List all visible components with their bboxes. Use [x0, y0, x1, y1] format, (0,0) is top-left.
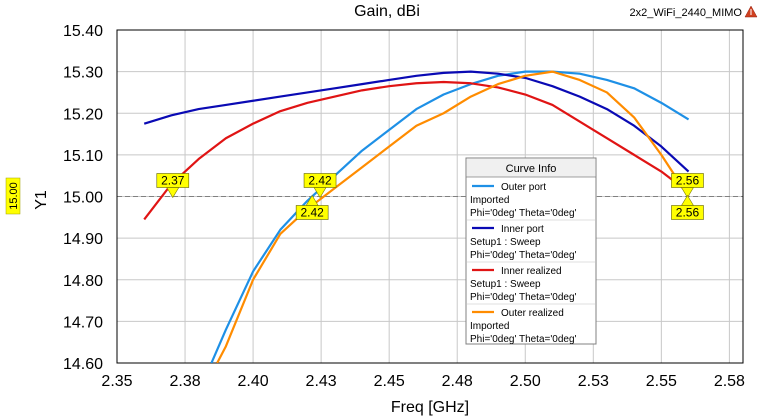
- y-tick-label: 14.90: [63, 231, 103, 248]
- chart-title: Gain, dBi: [354, 3, 420, 20]
- legend-header: [467, 159, 595, 177]
- legend-entry-detail: Setup1 : Sweep: [470, 279, 541, 290]
- y-tick-label: 15.40: [63, 23, 103, 40]
- legend-title: Curve Info: [506, 163, 557, 175]
- marker[interactable]: 2.42: [295, 194, 329, 220]
- marker-label-box: [156, 173, 190, 188]
- y-axis-ticks: 14.60 14.70 14.80 14.90 15.00 15.10 15.20 15.30…: [63, 23, 103, 373]
- marker-label: 2.42: [308, 174, 332, 188]
- y-tick-label: 15.00: [63, 190, 103, 207]
- x-tick-label: 2.38: [169, 373, 200, 390]
- x-axis-label: Freq [GHz]: [391, 399, 469, 416]
- logo-icon: [744, 5, 758, 18]
- series-line-outer-realized: [216, 70, 690, 363]
- curve-info-legend[interactable]: Curve Info Outer port Imported Phi='0deg' T…: [465, 157, 597, 345]
- legend-entry[interactable]: Inner port Setup1 : Sweep Phi='0deg' Theta…: [466, 219, 596, 261]
- legend-entry[interactable]: Outer realized Imported Phi='0deg' Theta='…: [466, 303, 596, 345]
- legend-entry-detail: Phi='0deg' Theta='0deg': [470, 208, 577, 219]
- marker-label-box: [671, 173, 704, 188]
- x-tick-label: 2.48: [442, 373, 473, 390]
- legend-entry-detail: Phi='0deg' Theta='0deg': [470, 292, 577, 303]
- legend-entry-detail: Phi='0deg' Theta='0deg': [470, 334, 577, 345]
- y-tick-label: 15.30: [63, 65, 103, 82]
- reference-value-badge: 15.00: [5, 177, 21, 215]
- marker-label: 2.42: [300, 206, 324, 220]
- legend-entry-detail: Imported: [470, 195, 509, 206]
- y-tick-label: 14.80: [63, 273, 103, 290]
- markers-layer: 2.37 2.42 2.42 2.56 2.56: [156, 173, 704, 220]
- marker-label: 2.56: [676, 206, 700, 220]
- marker-label-box: [671, 205, 704, 220]
- marker[interactable]: 2.37: [156, 173, 190, 199]
- series-layer: [143, 70, 690, 363]
- series-line-inner-realized: [143, 80, 690, 221]
- marker-label-box: [303, 173, 337, 188]
- legend-entry-name: Inner realized: [501, 266, 562, 277]
- legend-entry-name: Inner port: [501, 224, 544, 235]
- legend-entry-detail: Phi='0deg' Theta='0deg': [470, 250, 577, 261]
- series-line-outer-port: [210, 70, 690, 363]
- legend-entry[interactable]: Inner realized Setup1 : Sweep Phi='0deg' T…: [466, 261, 596, 303]
- x-tick-label: 2.40: [238, 373, 269, 390]
- marker[interactable]: 2.42: [303, 173, 337, 199]
- legend-entry-detail: Setup1 : Sweep: [470, 237, 541, 248]
- y-tick-label: 15.10: [63, 148, 103, 165]
- legend-entry-name: Outer port: [501, 182, 546, 193]
- marker-label-box: [295, 205, 329, 220]
- legend-entry[interactable]: Outer port Imported Phi='0deg' Theta='0deg…: [470, 182, 577, 219]
- window-name-label: 2x2_WiFi_2440_MIMO: [630, 7, 743, 19]
- x-tick-label: 2.43: [306, 373, 337, 390]
- marker-label: 2.37: [161, 174, 185, 188]
- y-tick-label: 14.60: [63, 356, 103, 373]
- legend-entry-detail: Imported: [470, 321, 509, 332]
- x-axis-ticks: 2.35 2.38 2.40 2.43 2.45 2.48 2.50 2.53 2.55 2.58: [101, 373, 745, 390]
- legend-entry-name: Outer realized: [501, 308, 564, 319]
- plot-area-frame: [116, 29, 744, 364]
- series-line-inner-port: [143, 70, 690, 173]
- marker[interactable]: 2.56: [671, 173, 704, 199]
- x-tick-label: 2.35: [101, 373, 132, 390]
- x-tick-label: 2.55: [646, 373, 677, 390]
- y-axis-label: Y1: [33, 190, 50, 210]
- x-tick-label: 2.45: [374, 373, 405, 390]
- reference-value-label: 15.00: [8, 182, 20, 210]
- x-tick-label: 2.58: [714, 373, 745, 390]
- x-tick-label: 2.53: [578, 373, 609, 390]
- y-tick-label: 14.70: [63, 314, 103, 331]
- x-tick-label: 2.50: [510, 373, 541, 390]
- marker-label: 2.56: [676, 174, 700, 188]
- y-tick-label: 15.20: [63, 106, 103, 123]
- marker[interactable]: 2.56: [671, 194, 704, 220]
